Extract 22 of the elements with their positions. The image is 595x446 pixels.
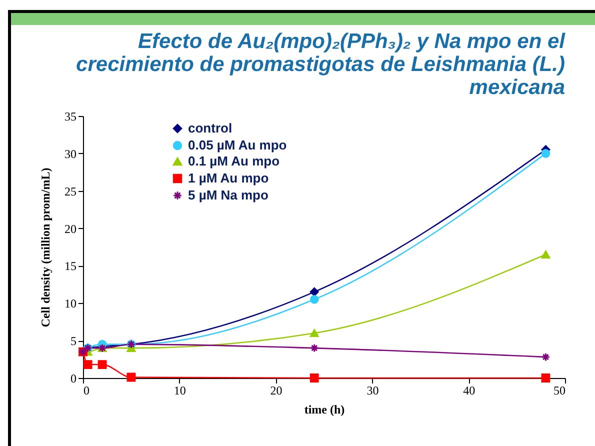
x-tick-label: 40 — [463, 384, 476, 398]
legend-label: control — [188, 120, 232, 136]
x-tick-label: 10 — [174, 384, 186, 398]
y-tick-label: 30 — [64, 146, 76, 161]
legend-label: 0.1 µM Au mpo — [188, 154, 280, 168]
legend-label: 5 µM Na mpo — [188, 188, 269, 202]
y-tick-label: 35 — [64, 110, 76, 124]
y-tick-label: 0 — [70, 372, 76, 386]
x-tick-label: 0 — [84, 384, 90, 398]
x-tick-label: 50 — [554, 384, 566, 398]
x-tick-label: 30 — [366, 384, 379, 398]
legend-label: 0.05 µM Au mpo — [188, 138, 287, 152]
y-tick-label: 15 — [64, 259, 76, 274]
y-axis-title: Cell density (million prom/mL) — [38, 168, 52, 328]
y-tick-label: 10 — [64, 296, 76, 311]
x-tick-label: 20 — [270, 384, 282, 398]
y-tick-label: 5 — [70, 334, 76, 348]
chart-title: Efecto de Au₂(mpo)₂(PPh₃)₂ y Na mpo en el crecimiento de promastigotas de Leishmania (L.) mexicana — [75, 30, 565, 99]
y-tick-label: 25 — [64, 184, 76, 198]
legend-label: 1 µM Au mpo — [188, 170, 269, 186]
y-tick-label: 20 — [64, 222, 76, 236]
x-axis-title: time (h) — [304, 402, 345, 416]
